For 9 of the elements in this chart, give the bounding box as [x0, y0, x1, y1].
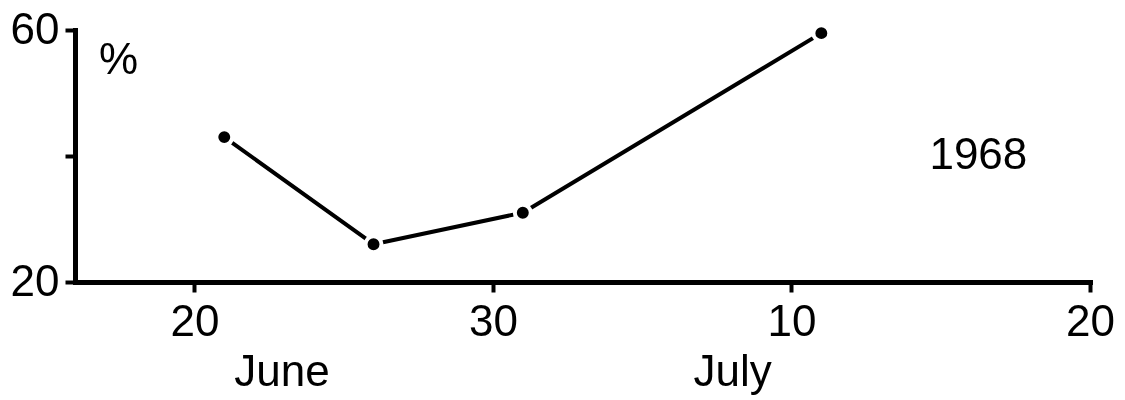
y-axis-title: %	[98, 33, 139, 83]
x-tick-label: 20	[1066, 295, 1115, 345]
x-tick-label: 10	[767, 295, 817, 345]
x-tick-label: 30	[468, 295, 518, 345]
annotation: 1968	[929, 129, 1028, 178]
y-tick-label: 60	[10, 3, 60, 53]
text: June	[234, 346, 330, 395]
x-tick-label: 20	[170, 295, 220, 345]
text: July	[693, 346, 772, 395]
